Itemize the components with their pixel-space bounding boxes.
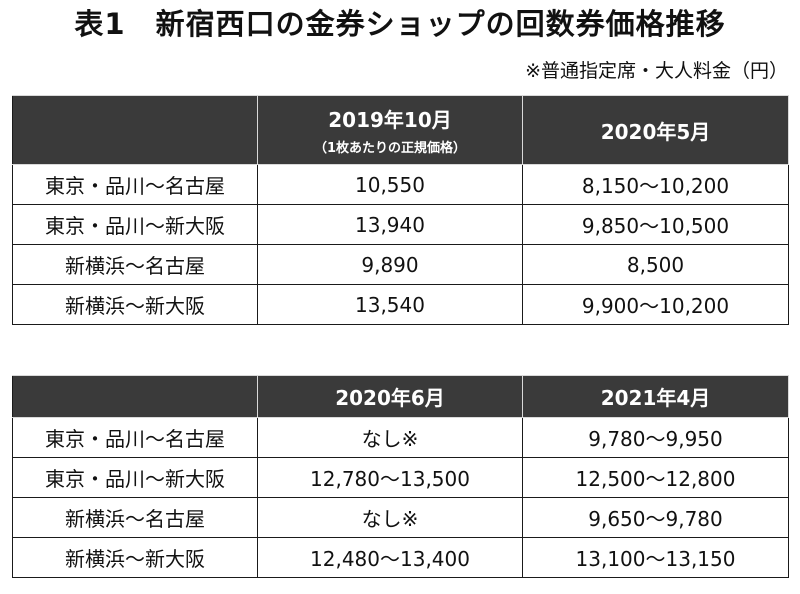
price-cell: 9,850〜10,500 xyxy=(522,204,789,245)
header-2020-05: 2020年5月 xyxy=(522,95,789,165)
table-row: 新横浜〜新大阪 13,540 9,900〜10,200 xyxy=(12,284,789,325)
page-title: 表1 新宿西口の金券ショップの回数券価格推移 xyxy=(74,7,726,41)
price-note: ※普通指定席・大人料金（円） xyxy=(525,60,788,82)
price-cell: なし※ xyxy=(257,497,523,538)
price-cell: 13,540 xyxy=(257,284,523,325)
route-cell: 東京・品川〜名古屋 xyxy=(12,164,258,205)
table-row: 東京・品川〜新大阪 13,940 9,850〜10,500 xyxy=(12,204,789,245)
price-cell: 12,480〜13,400 xyxy=(257,537,523,578)
price-cell: 9,780〜9,950 xyxy=(522,417,789,458)
table-row: 東京・品川〜新大阪 12,780〜13,500 12,500〜12,800 xyxy=(12,457,789,498)
header-2019-10: 2019年10月 （1枚あたりの正規価格） xyxy=(257,95,523,165)
header-label: 2019年10月 xyxy=(328,108,452,132)
table-row: 新横浜〜新大阪 12,480〜13,400 13,100〜13,150 xyxy=(12,537,789,578)
price-cell: 13,100〜13,150 xyxy=(522,537,789,578)
price-cell: 8,150〜10,200 xyxy=(522,164,789,205)
header-blank-cell xyxy=(12,95,258,165)
route-cell: 東京・品川〜新大阪 xyxy=(12,457,258,498)
table-row: 東京・品川〜名古屋 10,550 8,150〜10,200 xyxy=(12,164,789,205)
header-2021-04: 2021年4月 xyxy=(522,375,789,418)
header-sublabel: （1枚あたりの正規価格） xyxy=(313,141,467,156)
route-cell: 東京・品川〜名古屋 xyxy=(12,417,258,458)
header-blank-cell xyxy=(12,375,258,418)
table-row: 新横浜〜名古屋 9,890 8,500 xyxy=(12,244,789,285)
price-cell: 12,780〜13,500 xyxy=(257,457,523,498)
price-cell: 10,550 xyxy=(257,164,523,205)
route-cell: 東京・品川〜新大阪 xyxy=(12,204,258,245)
price-cell: 8,500 xyxy=(522,244,789,285)
price-cell: なし※ xyxy=(257,417,523,458)
route-cell: 新横浜〜新大阪 xyxy=(12,537,258,578)
price-table-2020-2021: 2020年6月 2021年4月 東京・品川〜名古屋 なし※ 9,780〜9,95… xyxy=(12,375,789,578)
table-header-row: 2020年6月 2021年4月 xyxy=(12,375,789,418)
price-cell: 13,940 xyxy=(257,204,523,245)
price-cell: 12,500〜12,800 xyxy=(522,457,789,498)
header-2020-06: 2020年6月 xyxy=(257,375,523,418)
price-cell: 9,650〜9,780 xyxy=(522,497,789,538)
price-table-2019-2020: 2019年10月 （1枚あたりの正規価格） 2020年5月 東京・品川〜名古屋 … xyxy=(12,95,789,325)
route-cell: 新横浜〜名古屋 xyxy=(12,497,258,538)
route-cell: 新横浜〜新大阪 xyxy=(12,284,258,325)
price-cell: 9,890 xyxy=(257,244,523,285)
route-cell: 新横浜〜名古屋 xyxy=(12,244,258,285)
price-cell: 9,900〜10,200 xyxy=(522,284,789,325)
table-header-row: 2019年10月 （1枚あたりの正規価格） 2020年5月 xyxy=(12,95,789,165)
table-row: 東京・品川〜名古屋 なし※ 9,780〜9,950 xyxy=(12,417,789,458)
table-row: 新横浜〜名古屋 なし※ 9,650〜9,780 xyxy=(12,497,789,538)
